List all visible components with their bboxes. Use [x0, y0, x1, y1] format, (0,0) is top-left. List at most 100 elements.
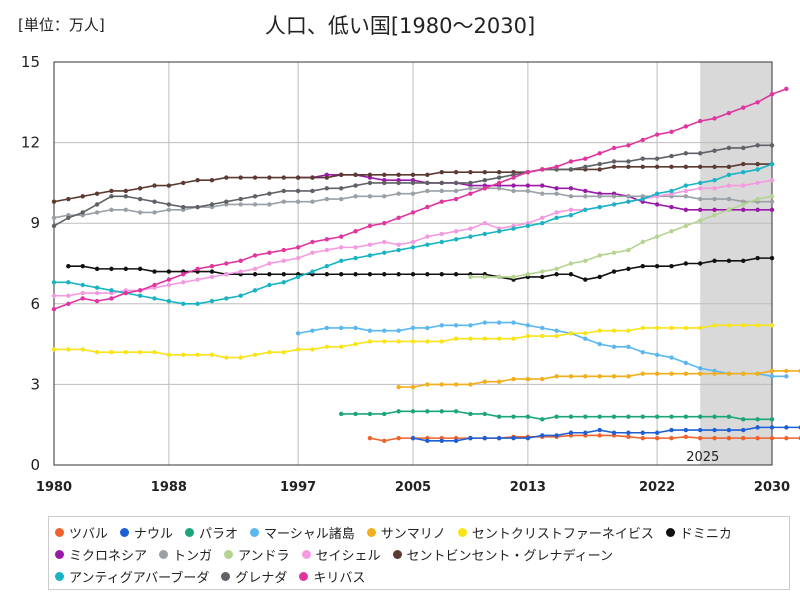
data-point	[640, 156, 645, 161]
data-point	[496, 274, 502, 280]
data-point	[382, 250, 387, 255]
data-point	[654, 164, 660, 169]
data-point	[382, 272, 387, 277]
data-point	[439, 323, 444, 328]
data-point	[152, 269, 157, 274]
data-point	[252, 175, 258, 180]
data-point	[425, 204, 430, 210]
data-point	[583, 331, 588, 336]
data-point	[669, 263, 674, 269]
data-point	[353, 272, 358, 277]
data-point	[755, 196, 760, 202]
series-4	[396, 368, 800, 390]
series-1	[410, 425, 800, 444]
data-point	[597, 253, 602, 258]
data-point	[698, 261, 703, 266]
data-point	[482, 435, 487, 441]
data-point	[583, 188, 588, 194]
legend-item[interactable]: ナウル	[120, 523, 173, 542]
data-point	[252, 288, 258, 293]
data-point	[726, 110, 732, 116]
data-point	[726, 323, 732, 328]
y-tick-label: 12	[21, 134, 40, 152]
legend-item[interactable]: セントビンセント・グレナディーン	[392, 545, 613, 564]
series-line	[68, 257, 772, 281]
legend-item[interactable]: グレナダ	[221, 567, 287, 586]
data-point	[525, 414, 531, 419]
legend-item[interactable]: ドミニカ	[665, 523, 732, 542]
forecast-band	[700, 62, 772, 465]
data-point	[511, 175, 516, 180]
series-line	[412, 426, 800, 442]
data-point	[654, 263, 660, 269]
data-point	[439, 169, 444, 175]
data-point	[152, 210, 157, 215]
data-point	[439, 239, 444, 245]
legend-marker	[250, 527, 260, 537]
legend-label: アンドラ	[238, 548, 290, 564]
data-point	[755, 417, 760, 422]
data-point	[396, 328, 401, 333]
data-point	[224, 261, 229, 266]
data-point	[511, 226, 516, 231]
data-point	[353, 245, 358, 250]
data-point	[698, 371, 703, 376]
legend-label: ドミニカ	[679, 526, 732, 542]
data-point	[353, 194, 358, 199]
data-point	[554, 215, 559, 221]
series-12	[51, 161, 775, 306]
data-point	[769, 374, 775, 379]
legend-item[interactable]: パラオ	[185, 523, 238, 542]
data-point	[496, 435, 502, 441]
data-point	[396, 242, 401, 247]
legend-item[interactable]: セントクリストファーネイビス	[457, 523, 654, 542]
data-point	[683, 207, 689, 212]
legend-item[interactable]: セイシェル	[301, 545, 381, 564]
data-point	[726, 145, 732, 151]
data-point	[712, 116, 717, 121]
x-tick-label: 2005	[395, 480, 431, 495]
data-point	[698, 151, 703, 156]
legend-item[interactable]: マーシャル諸島	[250, 523, 355, 542]
data-point	[181, 204, 186, 210]
legend-item[interactable]: トンガ	[159, 545, 212, 564]
legend-item[interactable]: ミクロネシア	[55, 545, 147, 564]
series-5	[51, 323, 775, 360]
legend-marker	[392, 549, 402, 559]
data-point	[468, 186, 473, 191]
data-point	[80, 210, 85, 215]
data-point	[626, 247, 631, 253]
series-line	[53, 88, 787, 310]
data-point	[181, 301, 186, 306]
data-point	[769, 92, 775, 97]
data-point	[123, 349, 128, 355]
data-point	[324, 175, 330, 180]
legend-item[interactable]: サンマリノ	[366, 523, 446, 542]
data-point	[482, 186, 487, 191]
data-point	[540, 417, 545, 422]
data-point	[181, 280, 186, 285]
legend-label: グレナダ	[235, 570, 288, 586]
data-point	[712, 207, 717, 212]
data-point	[224, 199, 229, 204]
data-point	[568, 194, 574, 199]
data-point	[554, 272, 559, 277]
data-point	[482, 178, 487, 183]
data-point	[511, 414, 516, 419]
data-point	[238, 269, 243, 274]
data-point	[152, 199, 157, 204]
data-point	[252, 202, 258, 207]
legend-item[interactable]: キリバス	[299, 567, 365, 586]
data-point	[295, 175, 301, 180]
legend-item[interactable]: アンドラ	[224, 545, 290, 564]
legend-item[interactable]: アンティグアバーブーダ	[55, 567, 209, 586]
data-point	[698, 427, 703, 433]
legend-row: アンティグアバーブーダ グレナダ キリバス	[55, 565, 783, 587]
data-point	[769, 417, 775, 422]
data-point	[784, 368, 789, 374]
data-point	[339, 245, 344, 250]
data-point	[396, 180, 401, 186]
legend-item[interactable]: ツバル	[55, 523, 108, 542]
data-point	[51, 199, 57, 204]
legend-label: サンマリノ	[380, 526, 446, 542]
